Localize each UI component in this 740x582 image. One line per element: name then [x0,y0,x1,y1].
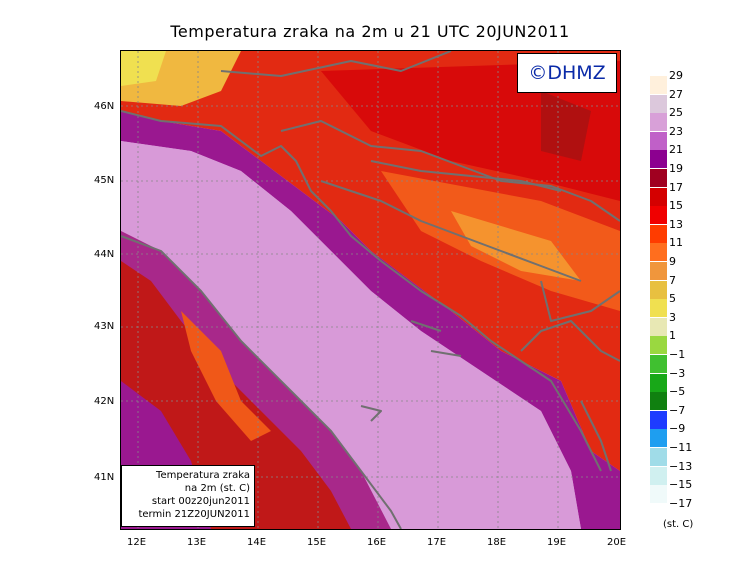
lon-label-12e: 12E [127,537,147,548]
legend-swatch [650,243,667,262]
legend-swatch [650,150,667,169]
lon-label-19e: 19E [547,537,567,548]
lat-label-42n: 42N [94,396,115,407]
legend-swatch [650,206,667,225]
legend-swatch [650,373,667,392]
lon-label-17e: 17E [427,537,447,548]
legend-swatch [650,336,667,355]
legend-label: −1 [669,348,686,361]
legend-label: 3 [669,310,676,324]
info-line-title: Temperatura zraka [156,470,250,481]
legend-swatch [650,299,667,318]
legend-swatch [650,187,667,206]
legend-label: 15 [669,199,683,213]
copyright-box: ©DHMZ [517,53,617,93]
legend-swatch [650,466,667,485]
legend-label: −9 [669,422,686,436]
legend-label: −5 [669,385,686,399]
legend-label: 1 [669,329,676,343]
info-line-start: start 00z20jun2011 [151,496,250,507]
legend-label: 29 [669,69,683,82]
lat-label-45n: 45N [94,175,115,186]
legend-label: 23 [669,124,683,138]
lat-label-41n: 41N [94,472,115,483]
legend-swatch [650,448,667,466]
lat-label-46n: 46N [94,101,115,112]
lon-label-13e: 13E [187,537,207,548]
legend-swatch [650,485,667,504]
legend-swatch [650,280,667,299]
legend-swatch [650,224,667,243]
map-title: Temperatura zraka na 2m u 21 UTC 20JUN20… [170,22,570,41]
legend-swatch [650,169,667,187]
legend-swatch [650,94,667,113]
legend-label: 5 [669,292,676,306]
legend-swatch [650,355,667,373]
legend-swatch [650,429,667,448]
legend-label: 11 [669,236,683,250]
legend-label: 27 [669,87,683,101]
legend-swatch [650,113,667,132]
legend-label: −3 [669,366,686,380]
legend-label: 17 [669,180,683,194]
info-line-unit: na 2m (st. C) [184,483,250,494]
legend-label: 19 [669,162,683,175]
info-box: Temperatura zraka na 2m (st. C) start 00… [121,465,255,527]
legend-label: 21 [669,143,683,157]
lon-label-14e: 14E [247,537,267,548]
lat-label-44n: 44N [94,249,115,260]
lon-label-20e: 20E [607,537,627,548]
lon-label-18e: 18E [487,537,507,548]
legend-label: 25 [669,106,683,120]
legend-swatch [650,410,667,429]
legend-swatch [650,131,667,150]
legend-label: −13 [669,459,693,473]
legend-label: 9 [669,255,676,268]
lat-label-43n: 43N [94,321,115,332]
legend-swatch [650,317,667,336]
info-line-termin: termin 21Z20JUN2011 [138,509,250,520]
legend-label: 7 [669,273,676,287]
temperature-map [120,50,621,530]
legend-swatch [650,392,667,411]
legend-label: −17 [669,496,693,510]
legend-swatch [650,262,667,280]
legend-label: 13 [669,217,683,231]
legend-unit: (st. C) [663,519,694,530]
lon-label-16e: 16E [367,537,387,548]
legend-label: −7 [669,403,686,417]
legend-swatch [650,76,667,94]
legend-label: −11 [669,441,693,454]
legend-label: −15 [669,478,693,492]
lon-label-15e: 15E [307,537,327,548]
